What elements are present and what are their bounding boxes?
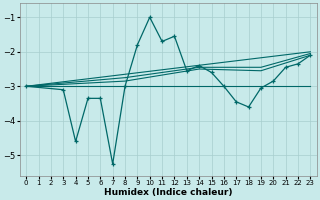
- X-axis label: Humidex (Indice chaleur): Humidex (Indice chaleur): [104, 188, 233, 197]
